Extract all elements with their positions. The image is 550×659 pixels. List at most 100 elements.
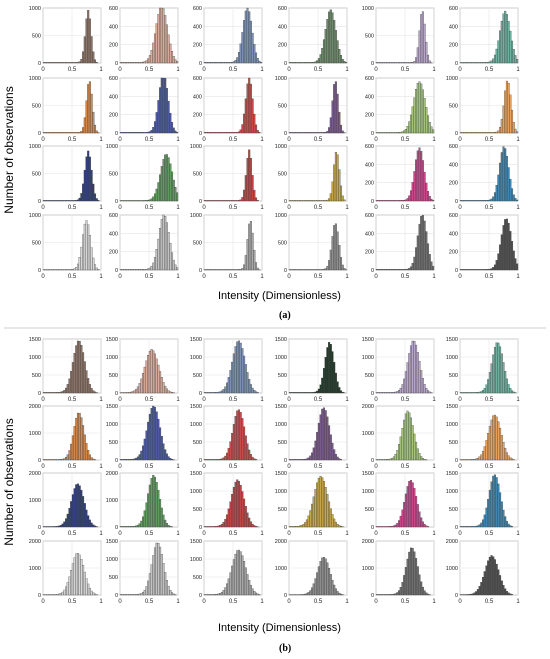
histogram-bar <box>461 459 464 461</box>
histogram-bar <box>136 200 139 202</box>
histogram-bar <box>243 113 246 134</box>
histogram-bar <box>165 523 168 528</box>
histogram-bar <box>61 591 64 596</box>
histogram-bar <box>153 257 156 271</box>
histogram-bar <box>227 200 230 202</box>
histogram-bar <box>124 392 127 394</box>
histogram-bar <box>128 392 131 394</box>
histogram-bar <box>297 200 300 202</box>
histogram-bar <box>404 413 407 461</box>
histogram-bar <box>487 560 490 596</box>
histogram-bar <box>326 347 329 394</box>
x-tick-label: 1 <box>432 137 436 143</box>
histogram-bar <box>244 98 247 134</box>
histogram-bar <box>307 269 310 271</box>
histogram-bar <box>131 132 134 134</box>
histogram-bar <box>321 200 324 202</box>
histogram-bar <box>172 593 175 596</box>
histogram-bar <box>92 592 95 596</box>
x-tick-label: 1 <box>99 599 103 605</box>
histogram-bar <box>42 269 45 271</box>
histogram-bar <box>423 459 426 461</box>
y-tick-label: 0 <box>38 268 41 274</box>
x-tick-label: 0.5 <box>401 137 410 143</box>
histogram-bar <box>425 41 428 64</box>
histogram-bar <box>249 584 252 596</box>
x-tick-label: 0.5 <box>68 205 77 211</box>
y-tick-label: 500 <box>32 34 41 40</box>
histogram-bar <box>150 564 153 596</box>
y-tick-label: 2000 <box>275 539 287 545</box>
histogram-bar <box>384 132 387 134</box>
histogram-bar <box>212 132 215 134</box>
histogram-bar <box>487 433 490 461</box>
histogram-bar <box>423 98 426 134</box>
histogram-bar <box>319 269 322 271</box>
histogram-bar <box>459 200 462 202</box>
histogram-bar <box>497 40 500 64</box>
histogram-bar <box>375 132 378 134</box>
y-tick-label: 1000 <box>29 431 41 437</box>
histogram-bar <box>403 269 406 271</box>
y-tick-label: 200 <box>449 43 458 49</box>
histogram-bar <box>403 130 406 134</box>
histogram-bar <box>404 567 407 596</box>
y-tick-label: 0 <box>371 391 374 397</box>
histogram-bar <box>380 269 383 271</box>
histogram-bar <box>345 62 348 64</box>
x-tick-label: 1 <box>260 464 264 470</box>
histogram-bar <box>203 594 206 596</box>
x-tick-label: 0.5 <box>485 205 494 211</box>
histogram-bar <box>511 188 514 202</box>
histogram-bar <box>126 62 129 64</box>
y-tick-label: 400 <box>109 24 118 30</box>
y-tick-label: 1000 <box>29 76 41 82</box>
histogram-bar <box>495 342 498 394</box>
histogram-bar <box>229 501 232 528</box>
histogram-bar <box>338 525 341 528</box>
histogram-bar <box>504 219 507 271</box>
histogram-bar <box>95 267 98 271</box>
histogram-bar <box>379 62 382 64</box>
histogram-bar <box>83 117 86 134</box>
histogram-bar <box>241 491 244 528</box>
histogram-bar <box>505 218 508 271</box>
histogram-bar <box>54 594 57 596</box>
histogram-bar <box>153 407 156 461</box>
histogram-bar <box>176 61 179 64</box>
histogram-bar <box>246 574 249 596</box>
histogram-bar <box>391 200 394 202</box>
histogram-bar <box>248 11 251 64</box>
histogram-bar <box>147 354 150 394</box>
x-tick-label: 1 <box>99 205 103 211</box>
histogram-bar <box>493 54 496 64</box>
histogram-bar <box>227 578 230 596</box>
y-tick-label: 1500 <box>190 539 202 545</box>
histogram-bar <box>65 586 68 596</box>
y-tick-label: 400 <box>449 24 458 30</box>
y-tick-label: 0 <box>455 391 458 397</box>
y-tick-label: 500 <box>449 104 458 110</box>
histogram-bar <box>416 83 419 134</box>
histogram-bar <box>227 62 230 64</box>
histogram-bar <box>316 432 319 461</box>
histogram-bar <box>475 525 478 528</box>
histogram-bar <box>87 583 90 596</box>
histogram-bar <box>336 591 339 596</box>
y-tick-label: 1000 <box>29 566 41 572</box>
histogram-bar <box>152 405 155 461</box>
histogram-bar <box>171 50 174 64</box>
histogram-bar <box>214 62 217 64</box>
histogram-bar <box>76 199 79 202</box>
histogram-bar <box>321 269 324 271</box>
histogram-bar <box>475 62 478 64</box>
histogram-bar <box>253 113 256 134</box>
histogram-bar <box>341 391 344 394</box>
histogram-bar <box>142 592 145 596</box>
histogram-bar <box>90 93 93 134</box>
histogram-bar <box>75 484 78 528</box>
histogram-bar <box>485 565 488 596</box>
histogram-bar <box>210 594 213 596</box>
